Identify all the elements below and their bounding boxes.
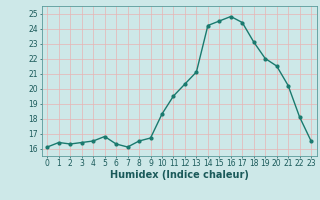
X-axis label: Humidex (Indice chaleur): Humidex (Indice chaleur) <box>110 170 249 180</box>
